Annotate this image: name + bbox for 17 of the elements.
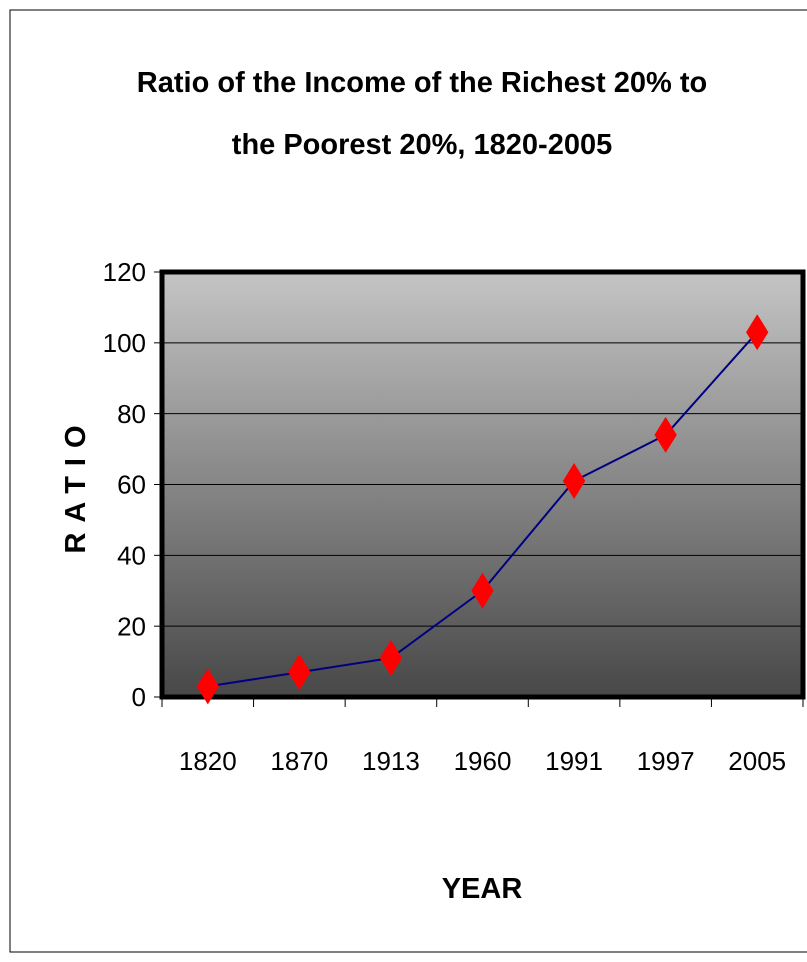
y-tick-label: 60 [117, 470, 146, 500]
y-tick-label: 100 [102, 328, 146, 358]
x-axis-title: YEAR [442, 873, 522, 905]
x-tick-label: 1991 [545, 746, 603, 776]
chart-title: Ratio of the Income of the Richest 20% to the Poorest 20%, 1820-2005 [136, 67, 708, 161]
x-tick-label: 1997 [636, 746, 695, 776]
y-tick-label: 40 [117, 540, 146, 570]
y-axis-title: RATIO [60, 415, 92, 554]
x-tick-label: 1820 [178, 746, 237, 776]
y-tick-label: 20 [117, 611, 146, 642]
x-tick-label: 1913 [362, 746, 420, 776]
x-tick-label: 1960 [454, 746, 512, 776]
y-tick-label: 80 [117, 398, 146, 429]
y-tick-label: 0 [132, 682, 146, 712]
x-tick-label: 1870 [270, 746, 328, 776]
x-tick-label: 2005 [728, 746, 786, 776]
y-tick-label: 120 [102, 257, 146, 288]
